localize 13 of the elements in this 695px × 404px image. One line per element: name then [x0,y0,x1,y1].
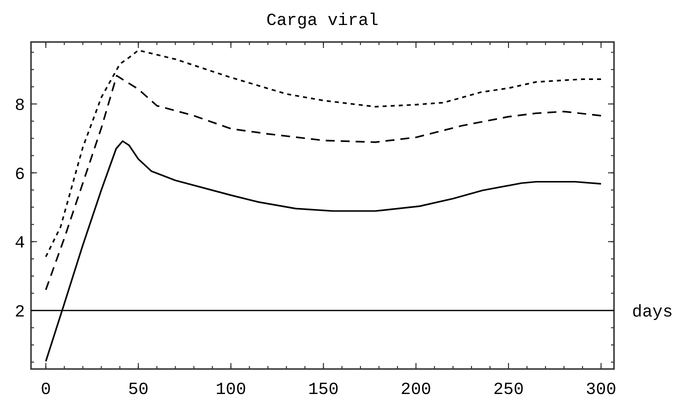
y-tick-label: 8 [14,96,25,116]
x-tick-label: 200 [400,381,432,400]
y-tick-label: 4 [14,234,25,254]
y-tick-label: 2 [14,303,25,322]
x-tick-label: 0 [40,381,51,400]
ref-line-label: days [632,303,673,322]
chart-title: Carga viral [266,12,379,31]
x-tick-label: 150 [308,381,339,400]
x-tick-label: 250 [493,381,524,400]
y-tick-label: 6 [14,166,25,185]
x-tick-label: 50 [128,381,149,400]
x-tick-label: 100 [216,381,246,400]
x-tick-label: 300 [586,381,616,400]
